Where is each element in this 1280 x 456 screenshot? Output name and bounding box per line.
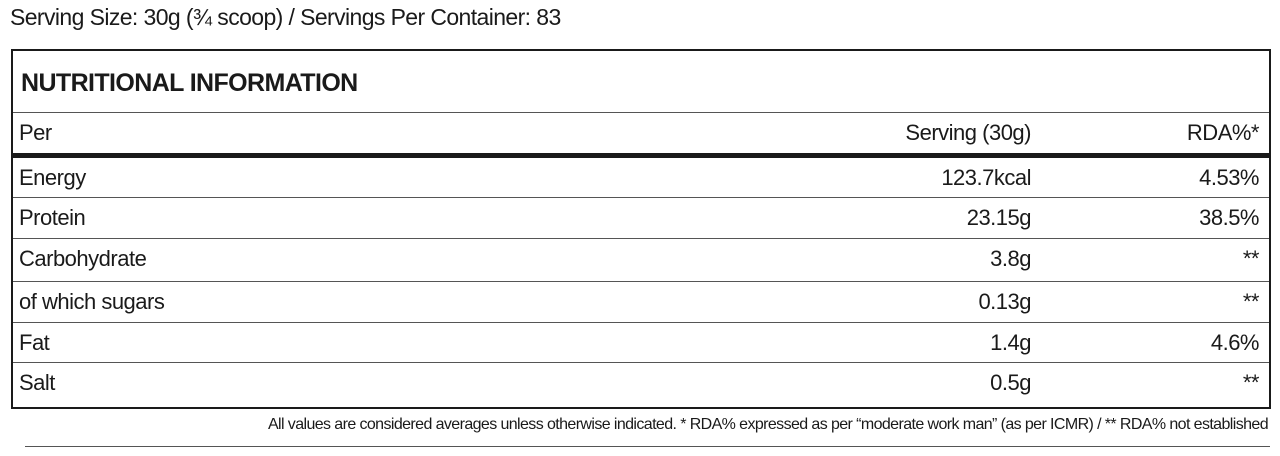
header-cell: Serving (30g) [905,120,1031,145]
row-divider [13,281,1269,282]
table-cell: Carbohydrate [19,246,147,271]
footnote: All values are considered averages unles… [267,416,1269,433]
table-cell: Salt [19,370,55,395]
divider [25,446,1270,447]
table-cell: Energy [19,165,86,190]
row-divider [13,112,1269,113]
table-cell: 3.8g [990,246,1031,271]
table-cell: 1.4g [990,330,1031,355]
row-divider [13,322,1269,323]
table-title: NUTRITIONAL INFORMATION [21,69,358,97]
table-cell: Fat [19,330,50,355]
row-divider [13,238,1269,239]
header-divider [13,153,1269,158]
header-cell: Per [19,120,52,145]
table-cell: of which sugars [19,289,165,314]
table-cell: 0.5g [990,370,1031,395]
serving-info: Serving Size: 30g (¾ scoop) / Servings P… [10,4,561,30]
table-cell: ** [1242,370,1260,395]
header-cell: RDA%* [1186,120,1260,145]
nutrition-table: NUTRITIONAL INFORMATION Per Serving (30g)… [11,49,1271,409]
table-cell: 4.6% [1210,330,1260,355]
row-divider [13,362,1269,363]
table-cell: ** [1242,289,1260,314]
table-cell: Protein [19,205,86,230]
table-cell: 23.15g [966,205,1032,230]
table-cell: 4.53% [1199,165,1259,190]
table-cell: 123.7kcal [941,165,1031,190]
row-divider [13,197,1269,198]
table-cell: 38.5% [1199,205,1259,230]
table-cell: ** [1242,246,1260,271]
table-cell: 0.13g [978,289,1031,314]
